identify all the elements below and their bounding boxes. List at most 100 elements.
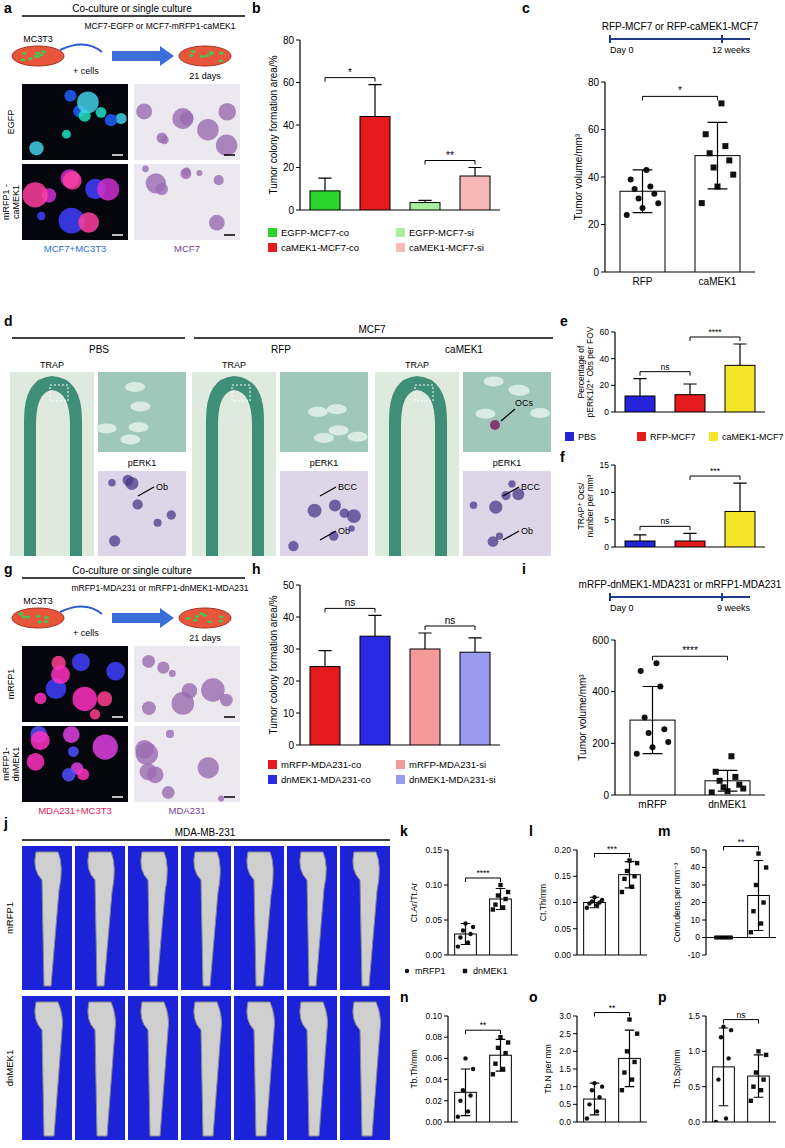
y-axis: [705, 850, 706, 955]
legend-swatch: [709, 432, 718, 441]
pointer: [503, 487, 519, 496]
arrow: [112, 608, 174, 628]
image-blob: [329, 425, 349, 435]
label: MC3T3: [23, 34, 53, 44]
error-bar: [318, 651, 331, 667]
error-bar: [468, 638, 481, 652]
legend-swatch: [565, 432, 574, 441]
image-blob: [180, 168, 191, 179]
bone: [24, 376, 82, 556]
image-blob: [130, 402, 150, 412]
tick-label: 0.05: [554, 924, 571, 934]
x-tick-label: dnMEK1: [708, 799, 747, 810]
legend-swatch: [268, 760, 277, 769]
legend-swatch: [268, 775, 277, 784]
image-blob: [162, 786, 175, 799]
point: [718, 100, 724, 106]
dish: [12, 608, 64, 628]
error-bar: [418, 633, 431, 649]
y-axis-label: number per mm³: [585, 474, 595, 537]
error-bar: [368, 85, 381, 117]
zoom-box: [415, 385, 433, 401]
row-label: dnMEK1: [11, 747, 21, 782]
label: OCs: [515, 398, 534, 408]
image-blob: [484, 376, 504, 386]
bar: [584, 903, 606, 956]
point: [754, 883, 758, 887]
image-blob: [63, 171, 82, 190]
tick-label: 0: [593, 267, 599, 278]
point: [503, 1051, 507, 1055]
bone: [206, 376, 264, 556]
point: [632, 1060, 636, 1064]
image-blob: [209, 215, 225, 231]
significance-bracket: [640, 526, 690, 530]
image-blob: [68, 746, 79, 757]
image: [463, 372, 551, 452]
label: pERK1: [493, 458, 522, 468]
tick-label: 40: [283, 612, 295, 623]
point: [761, 1077, 765, 1081]
header-rule: [12, 337, 185, 339]
tick-label: 0.04: [425, 1075, 442, 1085]
tick-label: 20: [283, 676, 295, 687]
image: [287, 846, 337, 990]
point: [471, 1067, 475, 1071]
arrow: [112, 46, 174, 66]
scale-bar: [112, 796, 123, 798]
point: [635, 1031, 639, 1035]
point: [458, 1099, 462, 1103]
significance-bracket: [640, 372, 690, 376]
point: [759, 921, 763, 925]
point: [620, 1088, 624, 1092]
bone: [194, 1002, 222, 1136]
image: [22, 846, 72, 990]
bone: [353, 1002, 381, 1136]
tick-label: 40: [588, 172, 600, 183]
label: 21 days: [189, 633, 221, 643]
microct-panel: MDA-MB-231mRFP1dnMEK1: [4, 827, 390, 1140]
cell: [18, 612, 23, 615]
point: [716, 1077, 720, 1081]
image: [10, 372, 94, 556]
bone: [35, 852, 61, 986]
label: TRAP: [222, 360, 246, 370]
image-blob: [72, 687, 97, 712]
image: [128, 846, 178, 990]
significance: ns: [445, 615, 456, 626]
label: MC3T3: [23, 596, 53, 606]
dish: [179, 608, 231, 628]
error-bar: [418, 200, 431, 202]
significance-bracket: [653, 656, 728, 660]
tick-label: 10: [283, 708, 295, 719]
plot-area: [455, 883, 512, 955]
y-axis-label: TRAP⁺ Ocs/: [576, 482, 586, 530]
legend-label: EGFP-MCF7-si: [409, 227, 474, 238]
point: [751, 909, 755, 913]
cell: [186, 617, 191, 620]
error-bar: [590, 897, 600, 908]
tick-label: 0.00: [425, 950, 442, 960]
label: MCF7-EGFP or MCF7-mRFP1-caMEK1: [85, 21, 236, 31]
y-axis-label: Tb.N per mm: [543, 1044, 553, 1094]
cell: [205, 54, 210, 57]
label: Co-culture or single culture: [72, 3, 192, 14]
point: [726, 1056, 730, 1060]
image: [98, 372, 186, 452]
image-blob: [201, 678, 225, 702]
legend-swatch: [396, 760, 405, 769]
significance: ns: [737, 1010, 746, 1020]
image-blob: [308, 407, 328, 417]
pointer: [503, 531, 519, 540]
image: [234, 996, 284, 1140]
image-blob: [166, 730, 174, 738]
error-bar: [733, 483, 746, 511]
image: [134, 646, 240, 722]
row-label: dnMEK1: [4, 1050, 15, 1086]
tick-label: 60: [283, 77, 295, 88]
legend-label: mRFP-MDA231-si: [409, 759, 486, 770]
significance-bracket: [466, 1030, 501, 1034]
y-axis-label: Ct.Th/mm: [538, 884, 548, 921]
image-blob: [530, 408, 550, 418]
cell: [36, 615, 41, 618]
